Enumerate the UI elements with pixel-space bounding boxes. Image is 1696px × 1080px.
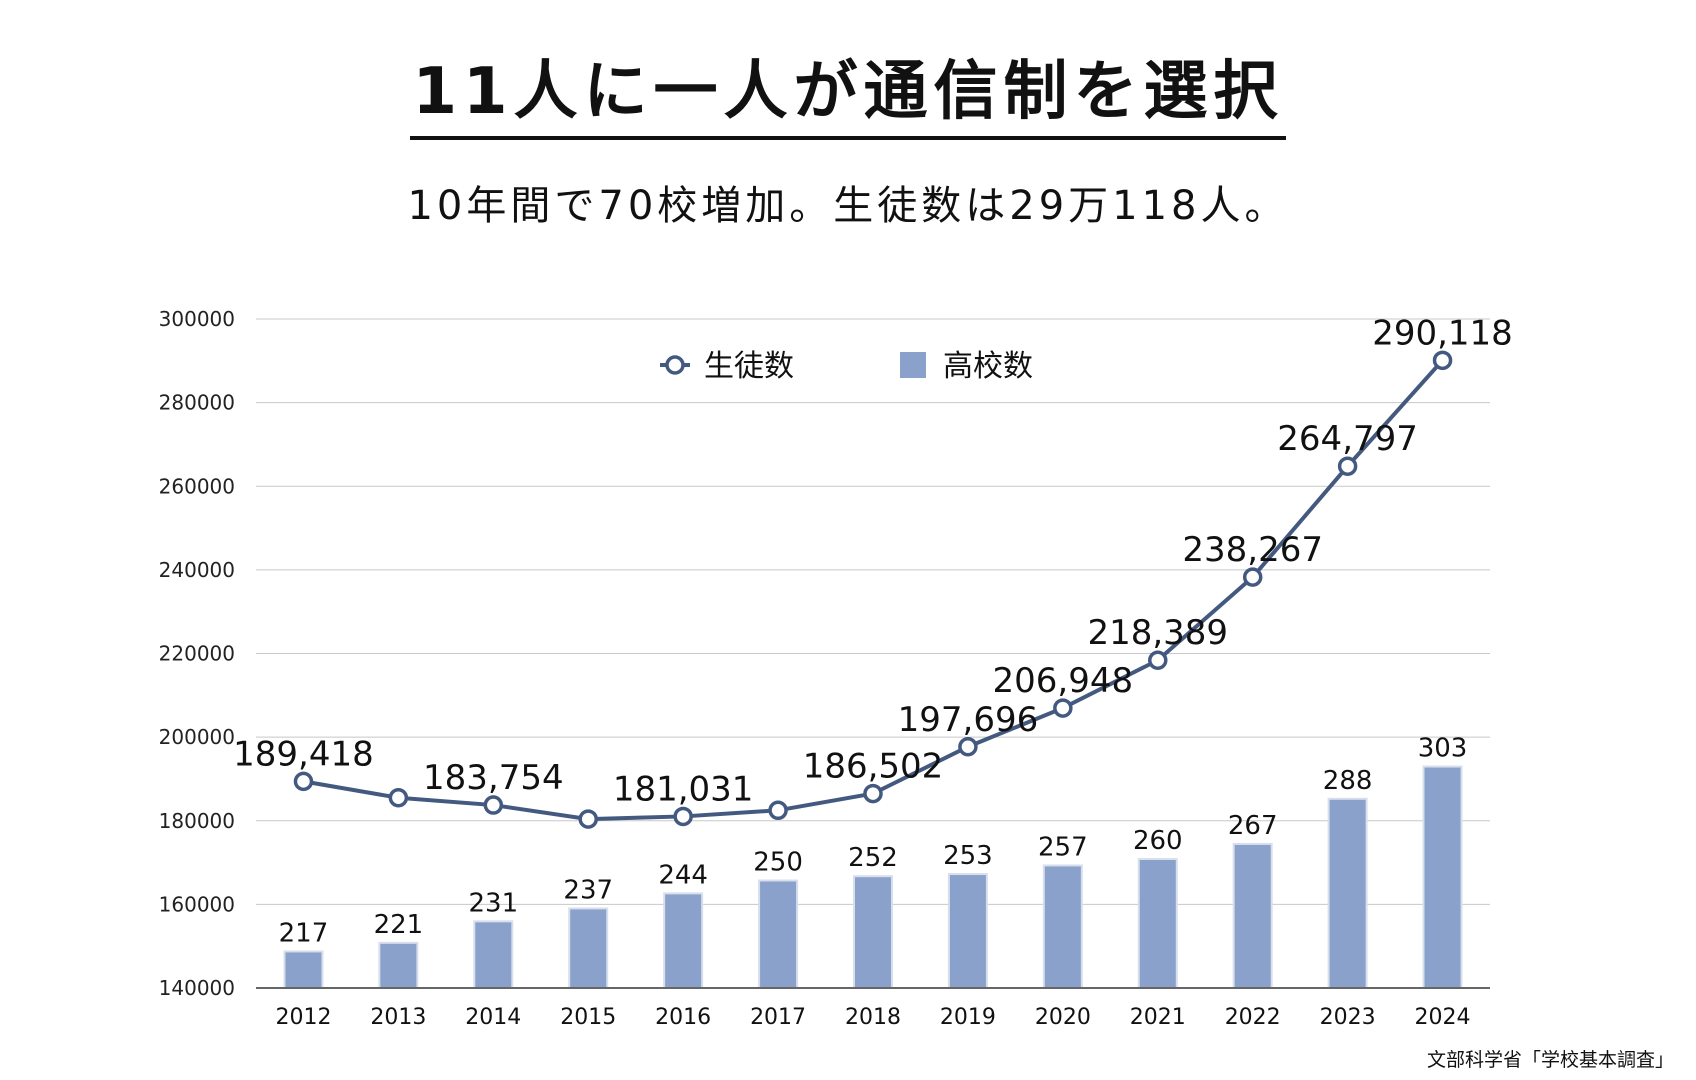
bar: [758, 879, 799, 989]
line-value-label: 290,118: [1372, 313, 1513, 353]
bar-value-label: 260: [1133, 826, 1183, 856]
bar: [947, 873, 988, 989]
line-point: [1053, 698, 1073, 718]
bar-value-label: 221: [374, 910, 424, 940]
x-tick-label: 2021: [1130, 1005, 1186, 1030]
y-tick-label: 160000: [159, 892, 235, 916]
line-series: [293, 350, 1453, 829]
line-point: [483, 795, 504, 815]
line-point: [673, 806, 693, 827]
x-axis: 2012 2013 2014 2015 2016 2017 2018 2019 2020 2021…: [256, 987, 1490, 1030]
bar: [283, 950, 324, 990]
x-tick-label: 2014: [465, 1005, 521, 1030]
line-point: [1148, 650, 1168, 670]
x-tick-label: 2017: [750, 1005, 806, 1030]
bar: [663, 892, 704, 990]
bar-value-label: 288: [1323, 766, 1373, 796]
line-value-label: 197,696: [898, 700, 1039, 740]
bar: [1327, 797, 1368, 989]
x-tick-label: 2022: [1225, 1005, 1281, 1030]
bar-value-label: 303: [1418, 734, 1468, 764]
bar-value-label: 253: [943, 841, 993, 871]
legend-bar-swatch: [900, 352, 926, 378]
line-value-label: 218,389: [1087, 613, 1228, 653]
line-value-label: 264,797: [1277, 419, 1418, 459]
y-tick-label: 200000: [159, 725, 235, 749]
x-tick-label: 2015: [560, 1005, 616, 1030]
bar-series: [283, 765, 1463, 990]
x-tick-label: 2023: [1320, 1005, 1376, 1030]
y-tick-label: 240000: [159, 558, 235, 582]
bar-value-label: 267: [1228, 811, 1278, 841]
legend: 生徒数 高校数: [660, 349, 1033, 384]
y-tick-label: 280000: [159, 391, 235, 415]
bar: [378, 941, 419, 989]
line-value-label: 186,502: [803, 747, 944, 787]
line-point: [863, 783, 883, 804]
x-tick-label: 2024: [1415, 1005, 1471, 1030]
line-point: [293, 771, 314, 792]
x-tick-label: 2012: [275, 1005, 331, 1030]
bar: [1232, 842, 1273, 990]
legend-label-schools: 高校数: [943, 349, 1033, 384]
x-tick-label: 2018: [845, 1005, 901, 1030]
bar-value-label: 231: [468, 888, 518, 918]
bar-value-label: 237: [563, 875, 613, 905]
chart-subtitle: 10年間で70校増加。生徒数は29万118人。: [407, 183, 1289, 229]
x-tick-label: 2019: [940, 1005, 996, 1030]
x-tick-label: 2016: [655, 1005, 711, 1030]
bar-value-label: 217: [279, 918, 329, 948]
line-value-label: 181,031: [613, 769, 754, 809]
line-point: [1432, 350, 1453, 371]
y-tick-label: 260000: [159, 474, 235, 498]
line-point: [1337, 456, 1358, 476]
bar: [1042, 864, 1083, 990]
y-tick-label: 140000: [159, 976, 235, 1000]
chart-title-text: 11人に一人が通信制を選択: [410, 52, 1286, 140]
line-value-label: 206,948: [993, 661, 1134, 701]
source-note: 文部科学省「学校基本調査」: [1426, 1049, 1674, 1071]
y-axis-ticks: 140000 160000 180000 200000 220000 240000 2600…: [159, 307, 235, 1000]
y-tick-label: 300000: [159, 307, 235, 331]
x-tick-label: 2013: [370, 1005, 426, 1030]
legend-label-students: 生徒数: [704, 349, 794, 384]
bar-value-label: 252: [848, 843, 898, 873]
bar-value-label: 244: [658, 860, 708, 890]
legend-line-marker: [665, 355, 685, 375]
line-value-label: 183,754: [423, 758, 564, 798]
bar: [473, 920, 514, 989]
y-tick-label: 220000: [159, 642, 235, 666]
line-labels: 189,418 183,754 181,031 186,502 197,696206,9…: [233, 313, 1513, 809]
line-point: [388, 788, 409, 808]
y-tick-label: 180000: [159, 809, 235, 833]
bar: [1422, 765, 1463, 989]
bar-value-label: 250: [753, 848, 803, 878]
line-value-label: 189,418: [233, 734, 374, 774]
bar: [853, 875, 893, 990]
chart-title: 11人に一人が通信制を選択: [0, 52, 1696, 140]
bar-value-label: 257: [1038, 832, 1088, 862]
grid-lines: [256, 318, 1490, 989]
bar-labels: 217 221 231 237 244 250 252 253 257 260 267 288 303: [279, 734, 1468, 949]
line-value-label: 238,267: [1182, 530, 1323, 570]
line-point: [768, 800, 788, 821]
line-point: [578, 809, 598, 829]
line-point: [958, 737, 978, 757]
bar: [568, 907, 609, 990]
x-tick-label: 2020: [1035, 1005, 1091, 1030]
bar: [1137, 858, 1178, 989]
line-point: [1242, 567, 1263, 587]
